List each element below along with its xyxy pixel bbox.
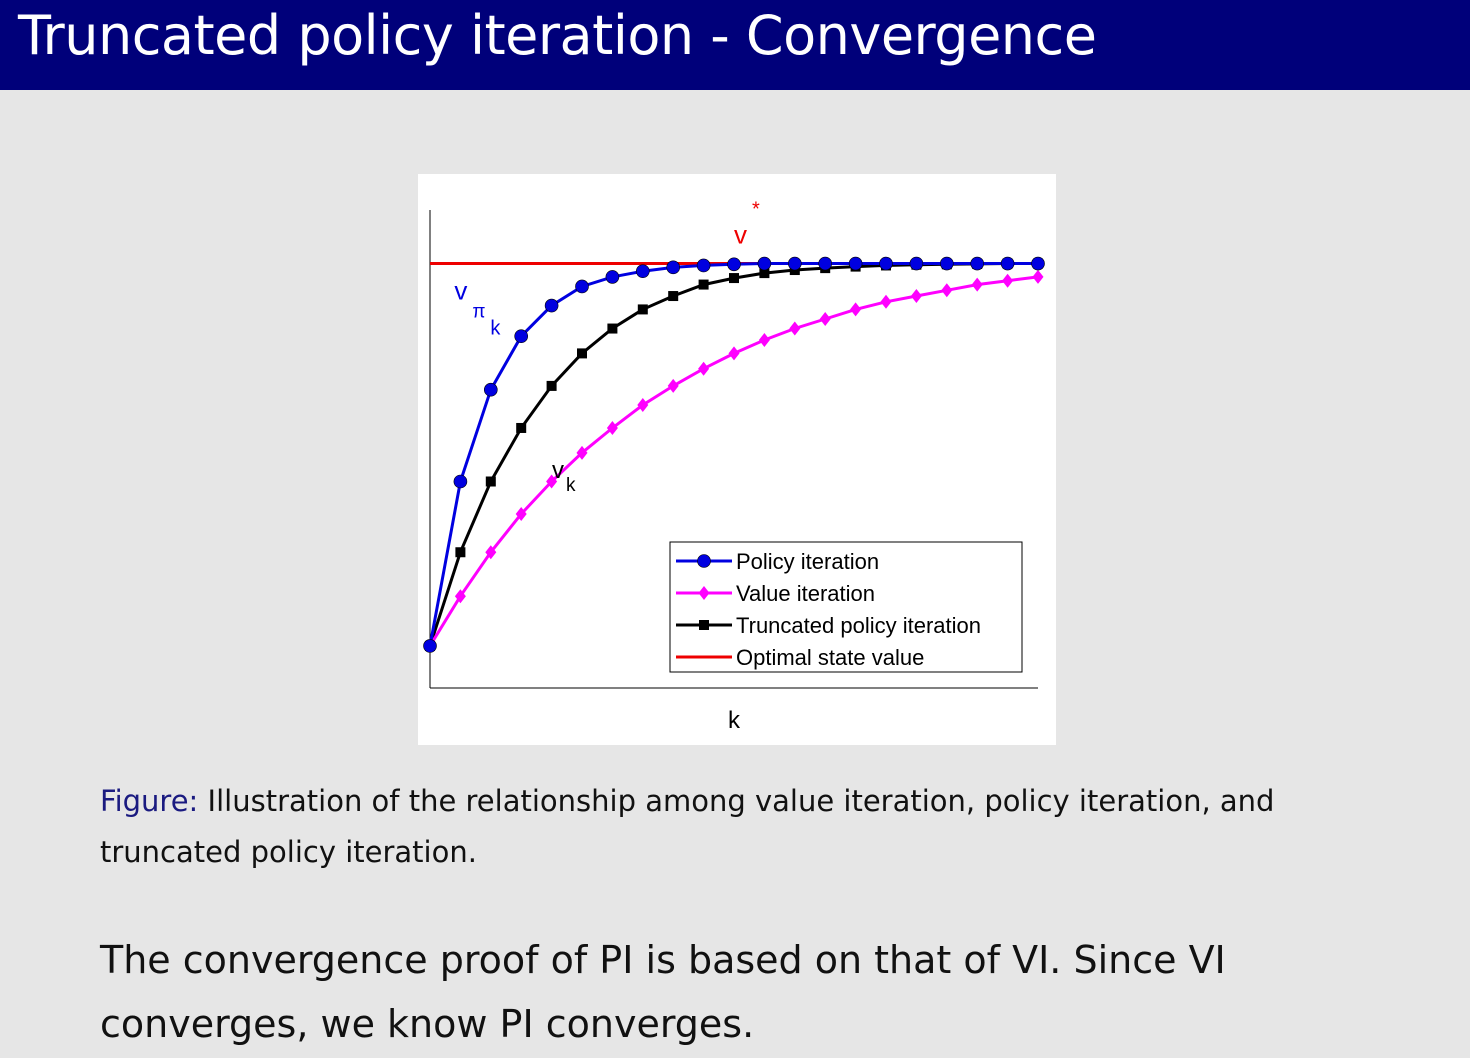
data-point <box>546 380 557 391</box>
data-point <box>544 298 559 313</box>
legend-item: Optimal state value <box>676 645 924 670</box>
data-point <box>666 260 680 275</box>
title-bar: Truncated policy iteration - Convergence <box>0 0 1470 90</box>
data-point <box>514 329 528 343</box>
x-axis-label: k <box>728 707 741 734</box>
legend-label: Policy iteration <box>736 549 879 574</box>
data-point <box>910 289 922 304</box>
legend-label: Value iteration <box>736 581 875 606</box>
legend-label: Truncated policy iteration <box>736 613 981 638</box>
legend-item: Policy iteration <box>676 549 879 574</box>
annotation-v-k-sub: k <box>566 475 576 496</box>
chart-legend: Policy iteration Value iteration Truncated… <box>669 541 1023 673</box>
data-point <box>1031 256 1045 271</box>
data-point <box>485 545 497 560</box>
data-point <box>818 256 833 271</box>
figure-caption: Figure: Illustration of the relationship… <box>100 776 1360 878</box>
data-point <box>729 273 739 284</box>
annotation-v-pi-k-subsub: k <box>490 318 501 340</box>
data-point <box>1000 256 1015 271</box>
chart-axes <box>429 210 1038 689</box>
data-point <box>789 321 801 336</box>
data-point <box>728 346 740 361</box>
data-point <box>485 476 496 487</box>
data-point <box>577 348 587 359</box>
data-point <box>909 256 924 271</box>
chart-series <box>423 256 1045 653</box>
data-point <box>606 420 618 435</box>
annotation-v-star: v <box>734 220 747 250</box>
data-point <box>605 270 620 284</box>
data-point <box>696 258 711 273</box>
chart-figure: v * v π k v k Policy iteration Value iteration T… <box>418 174 1056 745</box>
data-point <box>423 639 437 653</box>
data-point <box>484 382 498 397</box>
data-point <box>453 474 468 489</box>
legend-item: Value iteration <box>676 581 875 606</box>
data-point <box>759 268 770 279</box>
legend-swatch-marker <box>698 586 710 600</box>
data-point <box>637 398 649 413</box>
data-point <box>455 547 466 558</box>
legend-item: Truncated policy iteration <box>676 613 981 638</box>
data-point <box>454 589 466 604</box>
data-point <box>848 256 863 271</box>
annotation-v-star-sup: * <box>752 199 760 221</box>
data-point <box>575 279 589 294</box>
data-point <box>546 474 558 489</box>
data-point <box>758 333 770 348</box>
data-point <box>941 283 953 298</box>
data-point <box>1032 269 1044 284</box>
data-point <box>698 279 709 290</box>
data-point <box>515 507 527 522</box>
legend-label: Optimal state value <box>736 645 924 670</box>
data-point <box>880 294 892 309</box>
data-point <box>667 378 679 393</box>
data-point <box>1002 273 1014 288</box>
data-point <box>637 304 648 315</box>
data-point <box>819 311 831 326</box>
legend-box <box>669 541 1023 673</box>
data-point <box>727 257 741 272</box>
data-point <box>668 291 679 302</box>
legend-swatch-marker <box>697 554 711 568</box>
legend-swatch-marker <box>699 620 709 630</box>
data-point <box>698 361 710 376</box>
annotation-v-k: v <box>552 457 564 484</box>
data-point <box>787 256 802 271</box>
series-policy-iteration <box>423 256 1045 653</box>
body-paragraph: The convergence proof of PI is based on … <box>100 938 1226 1046</box>
data-point <box>970 256 985 271</box>
slide-title: Truncated policy iteration - Convergence <box>18 4 1097 67</box>
data-point <box>879 256 893 271</box>
data-point <box>850 302 862 317</box>
annotation-v-pi-k: v <box>454 276 467 306</box>
data-point <box>757 256 772 271</box>
data-point <box>636 264 650 278</box>
caption-label: Figure: <box>100 784 199 818</box>
caption-text: Illustration of the relationship among v… <box>100 784 1275 869</box>
data-point <box>516 422 527 433</box>
annotation-v-pi-k-sub: π <box>472 302 485 323</box>
data-point <box>971 277 983 292</box>
data-point <box>939 256 954 271</box>
data-point <box>576 445 588 460</box>
data-point <box>607 323 618 334</box>
